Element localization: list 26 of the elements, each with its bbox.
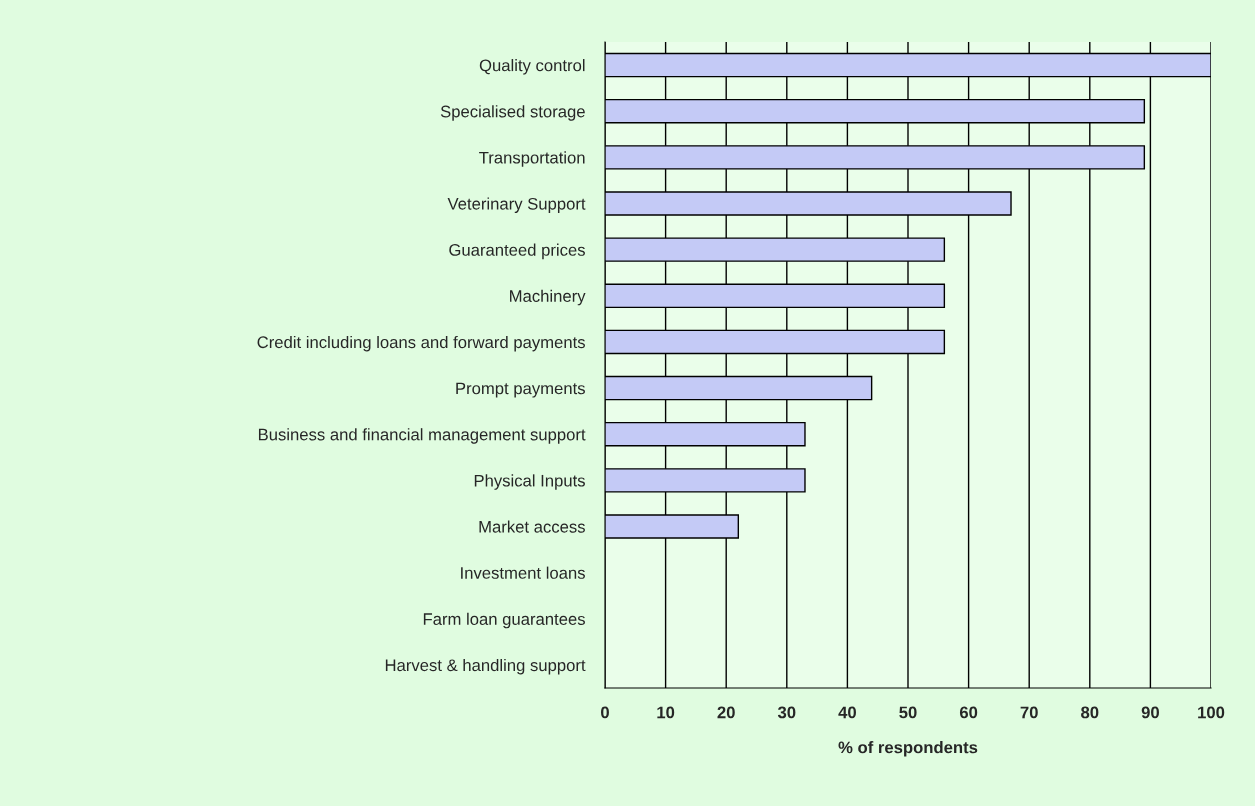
x-tick-label: 60 [959,706,978,719]
x-axis-title: % of respondents [838,741,978,757]
y-tick-label: Transportation [479,151,585,167]
y-tick-label: Machinery [510,289,586,306]
x-tick-label: 100 [1198,706,1225,719]
x-tick-label: 70 [1020,706,1038,719]
y-tick-label: Veterinary Support [447,197,586,213]
y-tick-label: Farm loan guarantees [423,612,585,629]
x-tick-label: 10 [657,706,675,719]
y-tick-label: Business and financial management support [258,428,586,444]
x-tick-label: 20 [717,706,735,719]
y-tick-label: Investment loans [461,566,585,579]
y-tick-label: Harvest & handling support [385,658,586,675]
y-tick-label: Guaranteed prices [449,243,585,260]
y-tick-label: Credit including loans and forward payments [257,335,585,352]
x-tick-label: 50 [899,706,917,719]
x-tick-label: 40 [838,706,856,719]
x-tick-label: 0 [601,706,609,719]
y-tick-label: Market access [479,520,585,533]
y-tick-label: Prompt payments [456,382,585,398]
y-tick-label: Specialised storage [440,105,585,121]
x-tick-label: 30 [777,706,796,719]
x-tick-label: 90 [1141,706,1159,719]
y-tick-label: Physical Inputs [474,474,585,490]
y-tick-label: Quality control [479,59,585,75]
x-tick-label: 80 [1081,706,1099,719]
